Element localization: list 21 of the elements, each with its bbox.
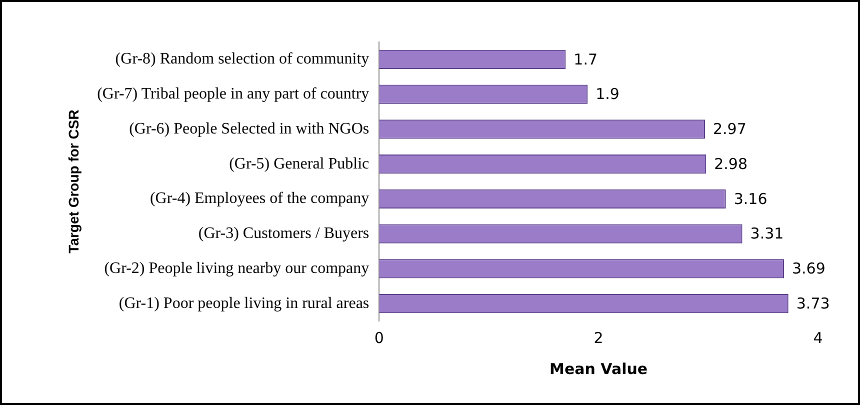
x-tick-label: 4 [813, 328, 823, 347]
y-tick-label: (Gr-2) People living nearby our company [104, 260, 370, 277]
data-label: 1.9 [596, 85, 620, 104]
data-label: 3.73 [796, 294, 830, 312]
y-tick-label: (Gr-1) Poor people living in rural areas [118, 294, 370, 312]
x-axis-title: Mean Value [550, 360, 648, 378]
y-tick-label: (Gr-6) People Selected in with NGOs [129, 120, 370, 138]
y-tick-label: (Gr-7) Tribal people in any part of country [97, 86, 370, 103]
y-tick-label: (Gr-5) General Public [229, 155, 370, 172]
data-label: 2.97 [712, 120, 746, 138]
y-tick-label: (Gr-4) Employees of the company [150, 190, 370, 208]
data-label: 3.69 [792, 260, 826, 278]
y-tick-label: (Gr-3) Customers / Buyers [198, 225, 370, 242]
x-tick-label: 0 [374, 328, 384, 347]
x-tick-label: 2 [594, 328, 604, 347]
y-tick-label: (Gr-8) Random selection of community [115, 50, 370, 68]
y-axis-title: Target Group for CSR [65, 110, 82, 254]
data-label: 3.16 [734, 190, 768, 208]
data-label: 2.98 [714, 154, 748, 173]
data-label: 1.7 [574, 50, 598, 68]
data-label: 3.31 [750, 224, 784, 243]
